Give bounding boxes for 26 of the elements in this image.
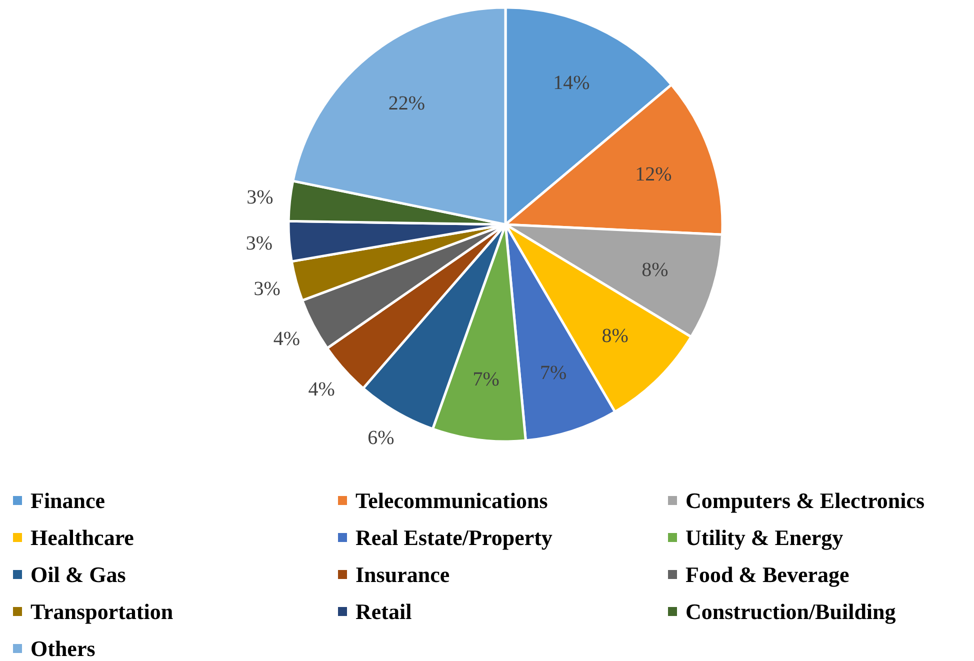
legend-label: Retail (356, 599, 412, 624)
legend-label: Construction/Building (686, 599, 896, 624)
legend-label: Food & Beverage (686, 562, 850, 587)
legend-label: Transportation (30, 599, 174, 624)
data-label: 4% (273, 328, 300, 350)
data-label: 8% (642, 259, 668, 281)
data-label: 8% (602, 324, 628, 347)
legend-label: Utility & Energy (686, 525, 844, 550)
legend-label: Real Estate/Property (356, 525, 552, 550)
data-label: 14% (553, 72, 590, 94)
legend-label: Insurance (356, 562, 450, 587)
legend-label: Finance (30, 488, 106, 513)
data-label: 3% (246, 186, 274, 209)
legend-label: Computers & Electronics (686, 488, 926, 513)
legend-label: Telecommunications (356, 488, 548, 513)
data-label: 6% (368, 426, 394, 449)
legend-label: Oil & Gas (30, 562, 126, 587)
data-label: 7% (540, 362, 567, 384)
legend-label: Others (30, 636, 96, 661)
legend-label: Healthcare (30, 525, 134, 550)
data-label: 3% (246, 232, 273, 255)
data-label: 4% (308, 378, 335, 400)
data-label: 12% (635, 163, 672, 186)
data-label: 7% (472, 368, 500, 391)
data-label: 22% (388, 92, 426, 114)
data-label: 3% (254, 278, 280, 300)
